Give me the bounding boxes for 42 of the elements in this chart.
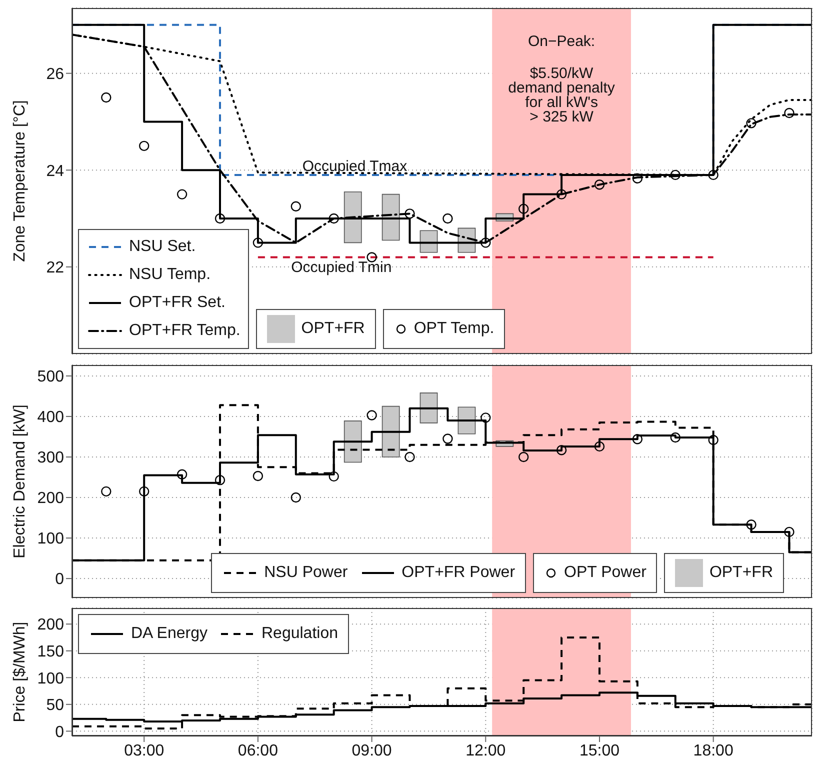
y-tick-label: 200 xyxy=(37,490,64,508)
legend-box: OPT Temp. xyxy=(382,309,506,349)
y-tick-label: 500 xyxy=(37,368,64,386)
x-tick-label: 15:00 xyxy=(579,742,620,760)
band-label: On−Peak: $5.50/kW demand penalty for all kW's > 325 kW xyxy=(508,33,616,126)
y-axis-title: Zone Temperature [°C] xyxy=(12,100,28,262)
legend-label: OPT+FR Set. xyxy=(129,294,226,312)
legend-label: OPT+FR Power xyxy=(402,564,516,582)
y-tick-label: 150 xyxy=(37,644,64,661)
y-tick-label: 24 xyxy=(46,162,64,180)
x-tick-label: 03:00 xyxy=(124,742,164,760)
x-tick-label: 06:00 xyxy=(238,742,278,760)
y-axis-title: Price [$/MWh] xyxy=(12,622,28,722)
y-tick-label: 0 xyxy=(55,724,64,741)
y-tick-label: 0 xyxy=(55,571,64,588)
y-tick-label: 300 xyxy=(37,450,64,467)
legend-label: DA Energy xyxy=(131,625,208,643)
legend-box: OPT Power xyxy=(533,553,658,593)
legend-label: NSU Power xyxy=(264,564,348,582)
y-tick-label: 100 xyxy=(37,670,64,688)
annotation: Occupied Tmax xyxy=(302,158,408,175)
legend-box: OPT+FR xyxy=(664,553,784,593)
y-tick-label: 26 xyxy=(46,66,64,84)
y-tick-label: 200 xyxy=(37,616,64,634)
legend-label: OPT Temp. xyxy=(414,320,494,338)
legend-box: OPT+FR xyxy=(256,309,376,349)
legend-label: OPT+FR xyxy=(301,320,365,338)
annotation: Occupied Tmin xyxy=(291,258,392,276)
legend-label: Regulation xyxy=(261,625,338,643)
legend-label: OPT+FR xyxy=(709,564,773,582)
y-tick-label: 22 xyxy=(46,260,64,277)
y-tick-label: 100 xyxy=(37,530,64,548)
legend-label: NSU Set. xyxy=(129,238,196,256)
legend-label: OPT+FR Temp. xyxy=(129,322,240,340)
legend-label: OPT Power xyxy=(564,564,646,582)
y-tick-label: 50 xyxy=(46,697,64,714)
y-axis-title: Electric Demand [kW] xyxy=(12,404,28,558)
x-tick-label: 09:00 xyxy=(352,742,392,760)
legend-label: NSU Temp. xyxy=(129,266,211,284)
x-tick-label: 18:00 xyxy=(693,742,734,760)
y-tick-label: 400 xyxy=(37,409,64,426)
x-tick-label: 12:00 xyxy=(466,742,506,760)
